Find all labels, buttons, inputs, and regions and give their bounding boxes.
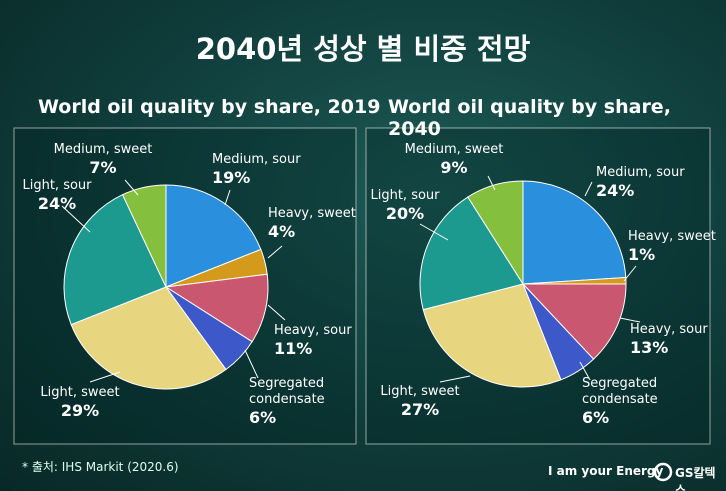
value-label: 24% xyxy=(596,181,635,200)
pie-slice xyxy=(70,286,227,390)
category-label: Heavy, sour xyxy=(274,323,352,338)
slice-label: Segregated condensate 6% xyxy=(249,376,339,427)
pie-slice xyxy=(164,273,269,343)
slice-label: Medium, sour 24% xyxy=(596,165,686,200)
slice-label: Medium, sour 19% xyxy=(212,152,302,187)
chart-title: World oil quality by share, 2040 xyxy=(388,96,671,140)
category-label: Heavy, sweet xyxy=(628,229,716,244)
page-title: 2040년 성상 별 비중 전망 xyxy=(195,32,531,66)
logo-icon xyxy=(653,462,673,482)
leader-line xyxy=(267,245,283,259)
category-label: Light, sweet xyxy=(380,384,460,399)
slice-label: Heavy, sweet 1% xyxy=(628,229,726,264)
category-label: Light, sour xyxy=(22,178,92,193)
pie-slice xyxy=(63,194,167,326)
value-label: 1% xyxy=(628,245,656,264)
value-label: 6% xyxy=(249,408,277,427)
slice-label: Light, sour 20% xyxy=(370,188,439,223)
chart-title: World oil quality by share, 2019 xyxy=(38,96,381,118)
pie-slice xyxy=(121,184,167,288)
value-label: 29% xyxy=(60,401,100,420)
logo: GS칼텍스 xyxy=(675,466,716,491)
value-label: 11% xyxy=(274,339,313,358)
category-label: Light, sour xyxy=(370,188,440,203)
leader-line xyxy=(439,375,471,383)
slice-label: Heavy, sour 11% xyxy=(274,323,364,358)
slice-label: Heavy, sweet 4% xyxy=(268,206,368,241)
pie-slice xyxy=(521,283,627,360)
brand: I am your Energy xyxy=(548,464,664,478)
category-label: Medium, sweet xyxy=(53,142,153,157)
value-label: 20% xyxy=(385,204,425,223)
leader-line xyxy=(584,181,593,197)
pie-slice xyxy=(422,283,562,388)
value-label: 9% xyxy=(440,158,468,177)
leader-line xyxy=(419,223,449,241)
slice-label: Light, sour 24% xyxy=(22,178,91,213)
pie-slice xyxy=(522,180,627,285)
value-label: 7% xyxy=(89,158,117,177)
value-label: 4% xyxy=(268,222,296,241)
leader-line xyxy=(267,304,286,321)
value-label: 19% xyxy=(212,168,251,187)
category-label: Light, sweet xyxy=(40,385,120,400)
category-label: Segregated condensate xyxy=(249,376,325,407)
category-label: Heavy, sour xyxy=(630,322,708,337)
slice-label: Heavy, sour 13% xyxy=(630,322,720,357)
category-label: Medium, sour xyxy=(212,152,301,167)
slice-label: Segregated condensate 6% xyxy=(582,376,672,427)
pie-slice xyxy=(419,196,524,311)
slice-label: Medium, sweet 9% xyxy=(405,142,504,177)
leader-line xyxy=(579,361,591,381)
category-label: Segregated condensate xyxy=(582,376,658,407)
source: * 출처: IHS Markit (2020.6) xyxy=(22,460,179,474)
value-label: 27% xyxy=(400,400,440,419)
leader-line xyxy=(487,175,496,191)
slice-label: Light, sweet 29% xyxy=(40,385,119,420)
category-label: Medium, sour xyxy=(596,165,685,180)
category-label: Heavy, sweet xyxy=(268,206,356,221)
leader-line xyxy=(61,205,91,233)
leader-line xyxy=(623,265,637,282)
leader-line xyxy=(124,179,139,196)
pie-slice xyxy=(467,180,524,286)
slice-label: Light, sweet 27% xyxy=(380,384,459,419)
value-label: 13% xyxy=(630,338,669,357)
pie-slice xyxy=(165,184,262,288)
leader-line xyxy=(89,371,121,383)
value-label: 6% xyxy=(582,408,610,427)
leader-line xyxy=(224,189,231,206)
category-label: Medium, sweet xyxy=(404,142,504,157)
value-label: 24% xyxy=(37,194,77,213)
leader-line xyxy=(244,349,259,379)
leader-line xyxy=(619,317,641,323)
slice-label: Medium, sweet 7% xyxy=(54,142,153,177)
